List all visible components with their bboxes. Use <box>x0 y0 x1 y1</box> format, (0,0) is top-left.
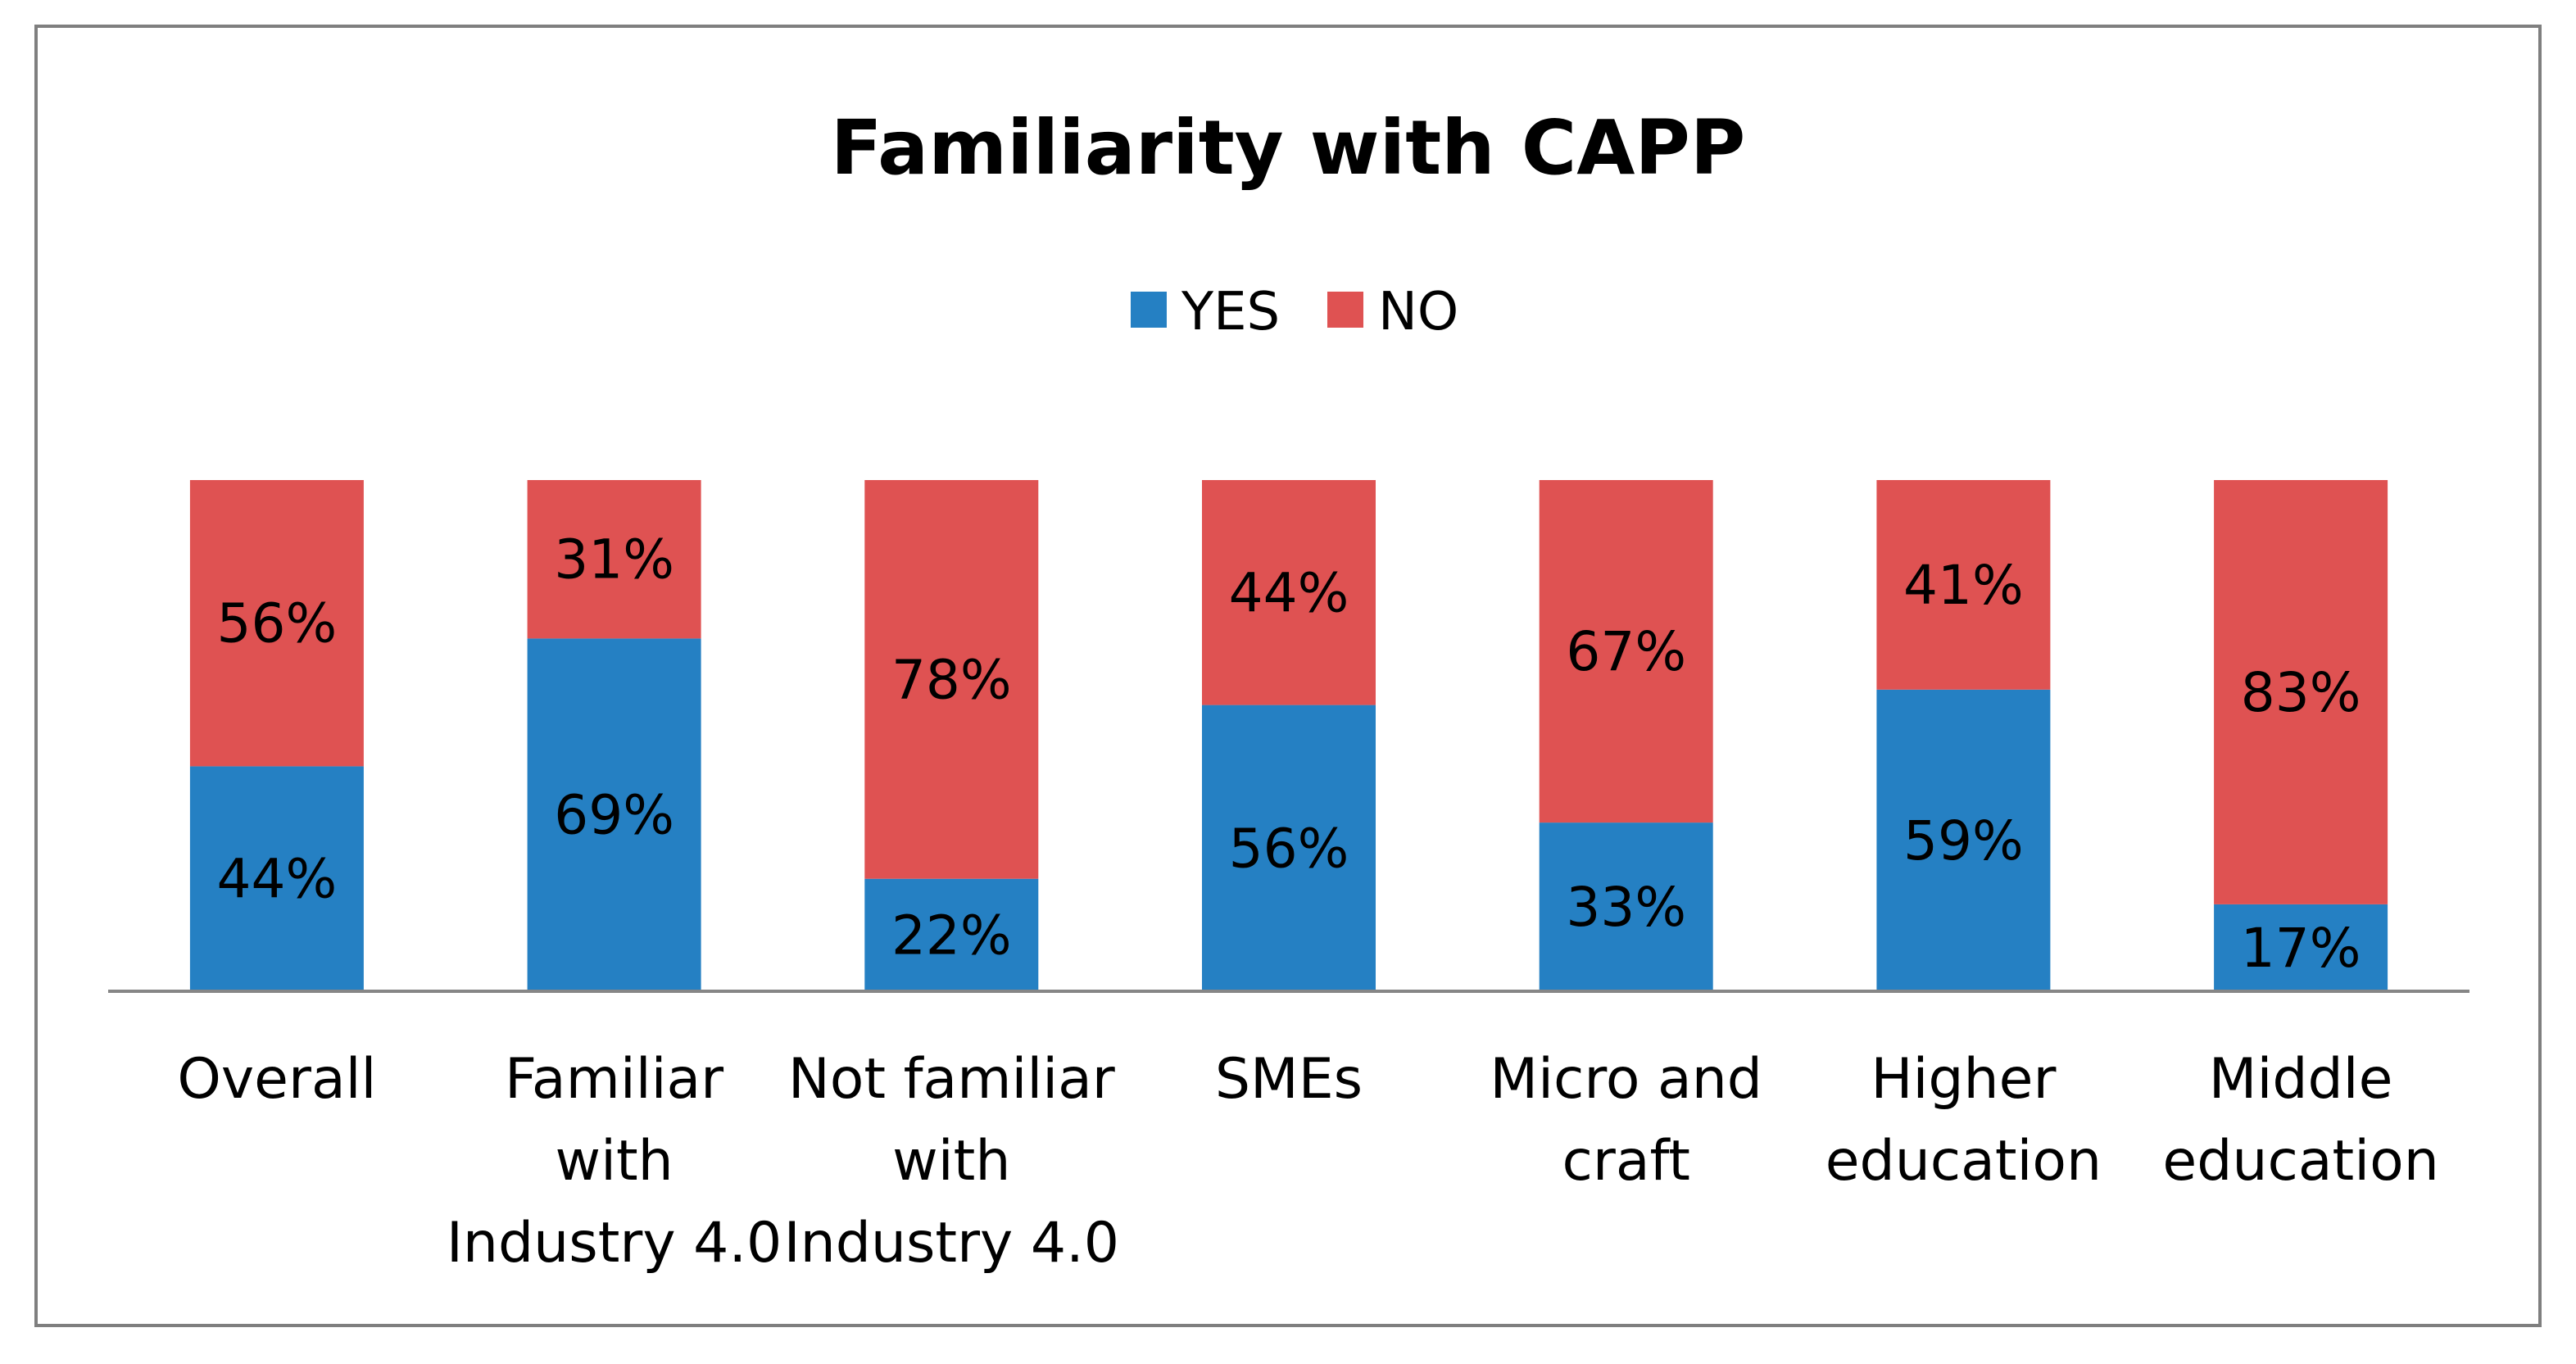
bar-yes-3 <box>1202 705 1376 991</box>
bar-no-3 <box>1202 480 1376 705</box>
data-label-no-5: 41% <box>1903 554 2024 617</box>
data-label-yes-6: 17% <box>2241 917 2361 980</box>
category-label-3-line-0: SMEs <box>1215 1047 1363 1112</box>
bars-group <box>189 480 2388 991</box>
category-label-1-line-1: with <box>555 1129 673 1194</box>
data-label-no-6: 83% <box>2241 661 2361 724</box>
legend-swatch-yes <box>1131 292 1167 328</box>
bar-no-2 <box>864 480 1039 879</box>
data-label-yes-0: 44% <box>217 848 338 911</box>
data-labels-group: 44% 56% 69% 31% 22% 78% 56% 44% 33% 67% 59% 41% 17% 8… <box>217 528 2361 980</box>
bar-no-0 <box>189 480 364 767</box>
category-label-0-line-0: Overall <box>177 1047 376 1112</box>
data-label-yes-5: 59% <box>1903 809 2024 872</box>
data-label-no-0: 56% <box>217 592 338 655</box>
bar-yes-6 <box>2214 904 2388 991</box>
legend-label-yes: YES <box>1181 282 1280 342</box>
bar-yes-0 <box>189 766 364 991</box>
chart-title: Familiarity with CAPP <box>831 104 1746 192</box>
data-label-yes-2: 22% <box>891 904 1012 967</box>
data-label-no-3: 44% <box>1229 561 1349 624</box>
bar-yes-5 <box>1876 689 2051 991</box>
legend-swatch-no <box>1327 292 1363 328</box>
category-labels-group: Overall Familiar with Industry 4.0 Not famil… <box>177 1047 2438 1276</box>
data-label-no-4: 67% <box>1566 620 1686 683</box>
data-label-yes-3: 56% <box>1229 817 1349 880</box>
data-label-no-2: 78% <box>891 648 1012 711</box>
legend: YES NO <box>1131 282 1458 342</box>
category-label-1-line-0: Familiar <box>505 1047 723 1112</box>
category-label-4-line-1: craft <box>1562 1129 1689 1194</box>
category-label-2-line-1: with <box>892 1129 1010 1194</box>
category-label-2-line-2: Industry 4.0 <box>784 1211 1119 1276</box>
data-label-yes-1: 69% <box>554 784 674 847</box>
category-label-2-line-0: Not familiar <box>788 1047 1115 1112</box>
bar-no-5 <box>1876 480 2051 690</box>
data-label-no-1: 31% <box>554 528 674 591</box>
category-label-5-line-0: Higher <box>1871 1047 2056 1112</box>
category-label-6-line-1: education <box>2162 1129 2438 1194</box>
bar-yes-2 <box>864 878 1039 991</box>
data-label-yes-4: 33% <box>1566 876 1686 939</box>
category-label-4-line-0: Micro and <box>1490 1047 1762 1112</box>
legend-label-no: NO <box>1378 282 1458 342</box>
bar-no-6 <box>2214 480 2388 904</box>
category-label-1-line-2: Industry 4.0 <box>447 1211 782 1276</box>
bar-yes-1 <box>527 638 701 991</box>
bar-no-4 <box>1539 480 1713 823</box>
bar-no-1 <box>527 480 701 639</box>
category-label-6-line-0: Middle <box>2209 1047 2393 1112</box>
bar-yes-4 <box>1539 822 1713 991</box>
category-label-5-line-1: education <box>1825 1129 2102 1194</box>
